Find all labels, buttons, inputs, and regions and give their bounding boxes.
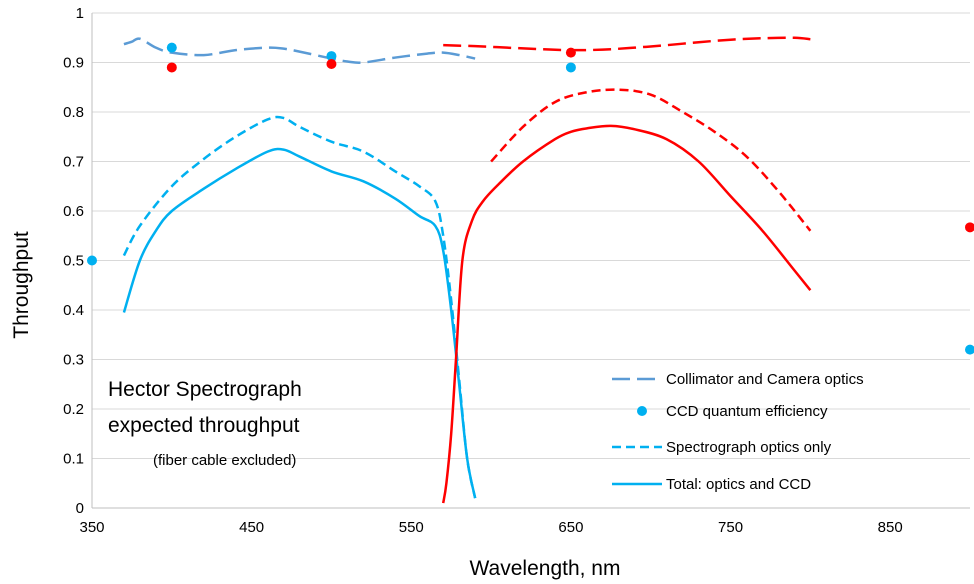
- y-tick-label: 0.5: [63, 253, 84, 270]
- point-ccd-quantum-efficiency-blue: [326, 51, 337, 62]
- series-line-collimator-and-camera-optics-blue: [123, 37, 476, 64]
- point-ccd-quantum-efficiency-red: [565, 47, 576, 58]
- chart-annotation: Hector Spectrograph expected throughput …: [108, 378, 302, 469]
- x-tick-label: 850: [878, 519, 903, 536]
- y-tick-label: 0.9: [63, 55, 84, 72]
- y-tick-label: 0.6: [63, 203, 84, 220]
- point-ccd-quantum-efficiency-blue: [965, 344, 974, 355]
- series-line-collimator-and-camera-optics-red: [443, 36, 811, 52]
- point-ccd-quantum-efficiency-red: [965, 222, 974, 233]
- y-tick-label: 1: [76, 5, 84, 22]
- y-tick-label: 0.8: [63, 104, 84, 121]
- y-tick-label: 0.4: [63, 302, 84, 319]
- annotation-line-3: (fiber cable excluded): [153, 452, 296, 469]
- y-axis-title: Throughput: [10, 231, 33, 339]
- series-line-total-optics-and-ccd-red: [441, 124, 812, 504]
- axes: 0 0.1 0.2 0.3 0.4 0.5 0.6 0.7 0.8 0.9 1 350 450 550 65…: [63, 5, 970, 536]
- legend: Collimator and Camera optics CCD quantum…: [612, 371, 864, 493]
- annotation-line-1: Hector Spectrograph: [108, 378, 302, 401]
- y-tick-label: 0.2: [63, 401, 84, 418]
- x-tick-label: 750: [718, 519, 743, 536]
- series-group: [122, 36, 812, 504]
- series-line-total-optics-and-ccd-blue: [122, 147, 477, 499]
- annotation-line-2: expected throughput: [108, 414, 300, 437]
- point-ccd-quantum-efficiency-red: [166, 62, 177, 73]
- gridlines: [92, 12, 970, 459]
- y-tick-label: 0.3: [63, 352, 84, 369]
- point-ccd-quantum-efficiency-blue: [87, 255, 97, 266]
- legend-label-total: Total: optics and CCD: [666, 476, 811, 493]
- y-tick-label: 0.1: [63, 451, 84, 468]
- x-tick-label: 550: [399, 519, 424, 536]
- marker-group: [87, 42, 974, 355]
- x-tick-label: 350: [79, 519, 104, 536]
- point-ccd-quantum-efficiency-blue: [166, 42, 177, 53]
- x-tick-label: 450: [239, 519, 264, 536]
- series-line-spectrograph-optics-only-red: [490, 88, 812, 232]
- legend-label-collimator: Collimator and Camera optics: [666, 371, 864, 388]
- legend-label-spectrograph: Spectrograph optics only: [666, 439, 832, 456]
- point-ccd-quantum-efficiency-blue: [565, 62, 576, 73]
- x-tick-label: 650: [558, 519, 583, 536]
- point-ccd-quantum-efficiency-red: [326, 58, 337, 69]
- legend-label-ccd: CCD quantum efficiency: [666, 403, 828, 420]
- y-tick-label: 0: [76, 500, 84, 517]
- legend-swatch-ccd: [637, 406, 647, 416]
- y-tick-label: 0.7: [63, 154, 84, 171]
- x-axis-title: Wavelength, nm: [470, 557, 621, 580]
